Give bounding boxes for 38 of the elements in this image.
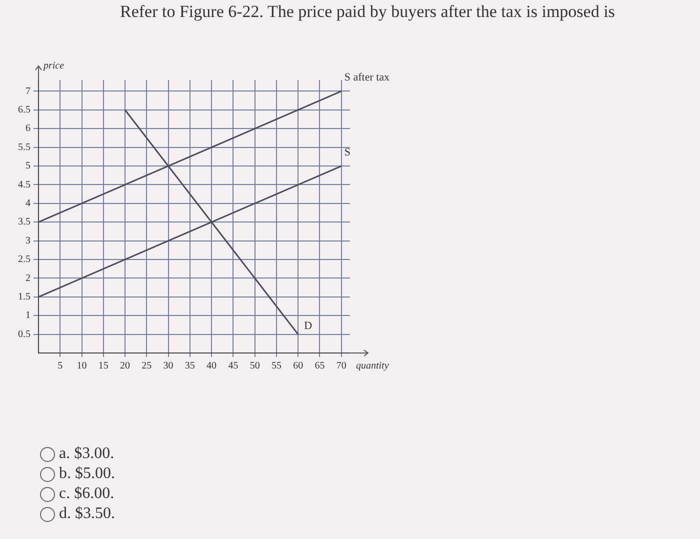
y-tick-label: 4 bbox=[26, 198, 30, 210]
y-tick-label: 5 bbox=[26, 160, 30, 172]
y-tick-label: 3.5 bbox=[18, 216, 30, 228]
chart-title: Refer to Figure 6-22. The price paid by buyers after the tax is imposed is bbox=[120, 2, 615, 22]
x-tick-label: 45 bbox=[228, 360, 238, 372]
text: b. $5.00. bbox=[59, 465, 115, 483]
x-tick-label: 20 bbox=[120, 360, 130, 372]
y-axis-title: price bbox=[42, 60, 65, 72]
y-tick-label: 5.5 bbox=[18, 142, 30, 153]
y-tick-label: 2 bbox=[26, 272, 30, 284]
text: d. $3.50. bbox=[59, 505, 115, 523]
x-tick-label: 25 bbox=[142, 360, 152, 372]
x-tick-label: 40 bbox=[206, 360, 217, 372]
y-tick-label: 2.5 bbox=[18, 254, 30, 266]
x-axis-title: quantity bbox=[356, 360, 390, 372]
y-tick-label: 6.5 bbox=[18, 104, 30, 116]
x-tick-label: 10 bbox=[76, 360, 87, 372]
y-tick-label: 1 bbox=[26, 310, 30, 322]
x-tick-label: 30 bbox=[163, 360, 174, 372]
x-tick-label: 35 bbox=[184, 360, 195, 372]
series-label: D bbox=[304, 320, 312, 332]
x-tick-label: 60 bbox=[293, 360, 304, 372]
y-tick-label: 1.5 bbox=[18, 292, 30, 303]
x-tick-label: 5 bbox=[58, 360, 63, 372]
x-tick-label: 15 bbox=[98, 360, 108, 372]
y-tick-label: 3 bbox=[26, 235, 30, 246]
series-label: S bbox=[344, 146, 350, 158]
text: a. $3.00. bbox=[59, 445, 114, 463]
series-label: S after tax bbox=[344, 72, 390, 84]
y-tick-label: 0.5 bbox=[18, 328, 30, 340]
x-tick-label: 55 bbox=[271, 360, 282, 372]
x-tick-label: 65 bbox=[314, 360, 325, 372]
y-tick-label: 6 bbox=[26, 123, 30, 134]
x-tick-label: 50 bbox=[250, 360, 260, 372]
x-tick-label: 70 bbox=[336, 360, 346, 372]
y-tick-label: 7 bbox=[26, 86, 30, 97]
y-tick-label: 4.5 bbox=[18, 179, 30, 190]
text: c. $6.00. bbox=[59, 485, 114, 503]
